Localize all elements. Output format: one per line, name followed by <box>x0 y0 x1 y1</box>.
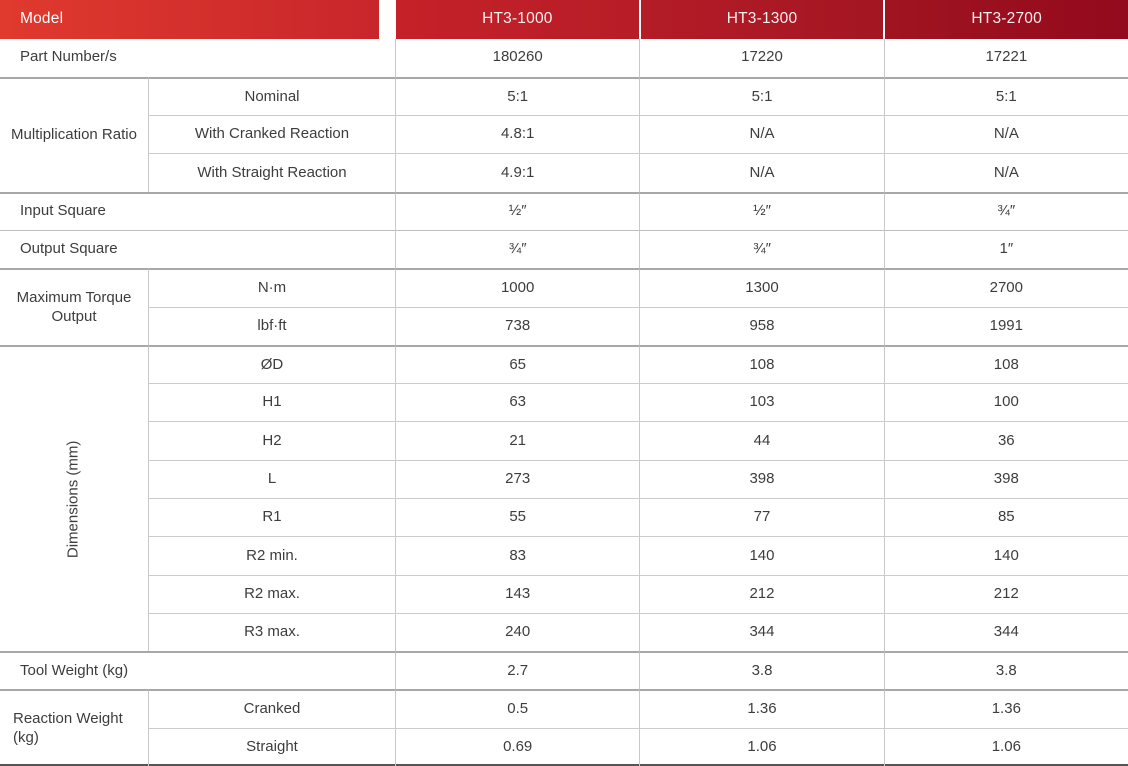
reaction-straight-value: 1.06 <box>883 727 1128 766</box>
table-body: Part Number/s 180260 17220 17221 Multipl… <box>0 38 1128 766</box>
part-number-value: 17221 <box>883 38 1128 77</box>
model-header-cell: Model <box>0 0 379 39</box>
nominal-value: 5:1 <box>639 76 884 116</box>
cranked-reaction-value: 4.8:1 <box>395 115 640 154</box>
dim-h2-value: 44 <box>639 421 884 460</box>
dim-r2max-value: 212 <box>883 574 1128 613</box>
dim-h1-value: 103 <box>639 383 884 422</box>
dim-h2-label: H2 <box>148 421 395 460</box>
dim-r2max-value: 143 <box>395 574 640 613</box>
reaction-straight-label: Straight <box>148 727 395 766</box>
input-square-value: ½″ <box>639 191 884 230</box>
part-number-value: 17220 <box>639 38 883 77</box>
nominal-label: Nominal <box>148 76 395 116</box>
reaction-cranked-value: 1.36 <box>639 689 884 728</box>
dim-r1-value: 77 <box>639 497 884 537</box>
input-square-value: ¾″ <box>883 191 1128 230</box>
output-square-label: Output Square <box>0 229 395 268</box>
nm-label: N·m <box>148 268 395 307</box>
straight-reaction-value: N/A <box>883 153 1128 192</box>
dim-r3max-value: 240 <box>395 612 640 652</box>
multiplication-ratio-group-label: Multiplication Ratio <box>0 76 148 192</box>
output-square-value: ¾″ <box>395 229 640 269</box>
nominal-value: 5:1 <box>883 76 1128 116</box>
output-square-value: ¾″ <box>639 229 884 269</box>
tool-weight-value: 2.7 <box>395 651 640 690</box>
tool-weight-value: 3.8 <box>883 651 1128 690</box>
dim-r1-label: R1 <box>148 497 395 537</box>
cranked-reaction-label: With Cranked Reaction <box>148 115 395 154</box>
dim-h1-label: H1 <box>148 383 395 422</box>
dim-r3max-label: R3 max. <box>148 612 395 652</box>
dim-h1-value: 100 <box>883 383 1128 422</box>
max-torque-group-label: Maximum Torque Output <box>0 268 148 345</box>
reaction-cranked-value: 0.5 <box>395 689 640 728</box>
dim-r1-value: 55 <box>395 497 640 537</box>
lbfft-label: lbf·ft <box>148 306 395 345</box>
lbfft-value: 738 <box>395 306 640 345</box>
output-square-value: 1″ <box>883 229 1128 269</box>
dim-r3max-value: 344 <box>883 612 1128 652</box>
dim-l-value: 273 <box>395 459 640 498</box>
nm-value: 1300 <box>639 268 884 307</box>
dimensions-group-label: Dimensions (mm) <box>0 344 148 651</box>
dim-r3max-value: 344 <box>639 612 884 652</box>
reaction-cranked-label: Cranked <box>148 689 395 728</box>
dim-r2min-value: 140 <box>883 536 1128 575</box>
cranked-reaction-value: N/A <box>639 115 884 154</box>
dim-r2min-value: 83 <box>395 536 640 575</box>
lbfft-value: 1991 <box>883 306 1128 345</box>
dim-l-label: L <box>148 459 395 498</box>
column-header-ht3-1300: HT3-1300 <box>638 0 884 39</box>
straight-reaction-value: 4.9:1 <box>395 153 640 192</box>
part-number-label: Part Number/s <box>20 48 117 66</box>
reaction-straight-value: 1.06 <box>639 727 884 766</box>
dim-l-value: 398 <box>639 459 884 498</box>
tool-weight-label: Tool Weight (kg) <box>0 651 395 689</box>
reaction-straight-value: 0.69 <box>395 727 640 766</box>
lbfft-value: 958 <box>639 306 884 345</box>
dim-h2-value: 21 <box>395 421 640 460</box>
header-gap <box>379 0 396 39</box>
part-number-value: 180260 <box>395 38 639 77</box>
dim-r2min-value: 140 <box>639 536 884 575</box>
nominal-value: 5:1 <box>395 76 640 116</box>
reaction-weight-group-label: Reaction Weight (kg) <box>0 689 148 766</box>
dim-r1-value: 85 <box>883 497 1128 537</box>
input-square-label: Input Square <box>0 191 395 230</box>
tool-weight-value: 3.8 <box>639 651 884 690</box>
dim-r2max-value: 212 <box>639 574 884 613</box>
nm-value: 2700 <box>883 268 1128 307</box>
dim-h2-value: 36 <box>883 421 1128 460</box>
nm-value: 1000 <box>395 268 640 307</box>
cranked-reaction-value: N/A <box>883 115 1128 154</box>
table-header-row: Model HT3-1000 HT3-1300 HT3-2700 <box>0 0 1128 39</box>
dim-r2min-label: R2 min. <box>148 536 395 575</box>
dim-od-value: 108 <box>883 344 1128 384</box>
column-header-ht3-2700: HT3-2700 <box>883 0 1128 39</box>
dim-h1-value: 63 <box>395 383 640 422</box>
input-square-value: ½″ <box>395 191 640 230</box>
dim-od-value: 108 <box>639 344 884 384</box>
straight-reaction-label: With Straight Reaction <box>148 153 395 192</box>
dim-l-value: 398 <box>883 459 1128 498</box>
dim-r2max-label: R2 max. <box>148 574 395 613</box>
straight-reaction-value: N/A <box>639 153 884 192</box>
dim-od-label: ØD <box>148 344 395 384</box>
dim-od-value: 65 <box>395 344 640 384</box>
column-header-ht3-1000: HT3-1000 <box>396 0 639 39</box>
reaction-cranked-value: 1.36 <box>883 689 1128 728</box>
